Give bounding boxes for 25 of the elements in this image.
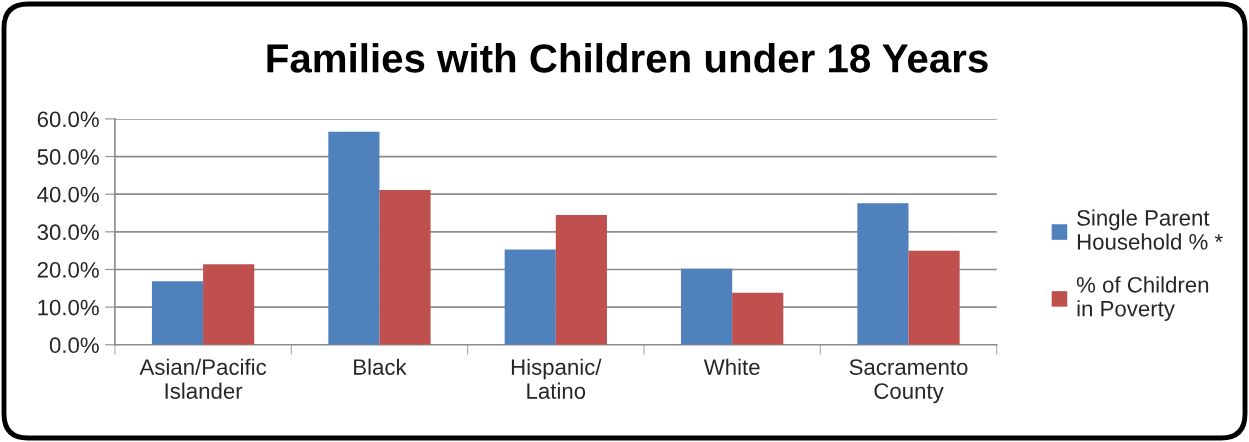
- x-tick-label: Sacramento County: [849, 359, 968, 404]
- y-tick-label: 10.0%: [38, 299, 99, 316]
- bar: [555, 214, 607, 345]
- bar: [379, 190, 431, 345]
- x-tick-label: Asian/Pacific Islander: [139, 358, 267, 399]
- y-tick-label: 20.0%: [37, 262, 99, 278]
- y-tick-label: 60.0%: [37, 111, 99, 128]
- legend-label: Single Parent Household % *: [1077, 209, 1223, 250]
- y-tick-label: 30.0%: [37, 224, 99, 241]
- y-tick-label: 40.0%: [37, 186, 99, 203]
- bar: [857, 203, 909, 345]
- bar: [681, 268, 733, 345]
- bar: [151, 281, 204, 345]
- bar: [732, 292, 784, 345]
- x-tick-label: Black: [354, 358, 407, 375]
- x-tick-label: White: [703, 358, 760, 375]
- legend-label: % of Children in Poverty: [1076, 276, 1209, 321]
- bar: [203, 264, 255, 345]
- bar: [328, 131, 380, 345]
- chart-title: Families with Children under 18 Years: [267, 43, 988, 73]
- bar: [908, 250, 960, 345]
- x-tick-label: Hispanic/ Latino: [511, 358, 602, 399]
- bar: [504, 249, 556, 345]
- y-tick-label: 0.0%: [49, 337, 99, 354]
- y-tick-label: 50.0%: [37, 149, 99, 165]
